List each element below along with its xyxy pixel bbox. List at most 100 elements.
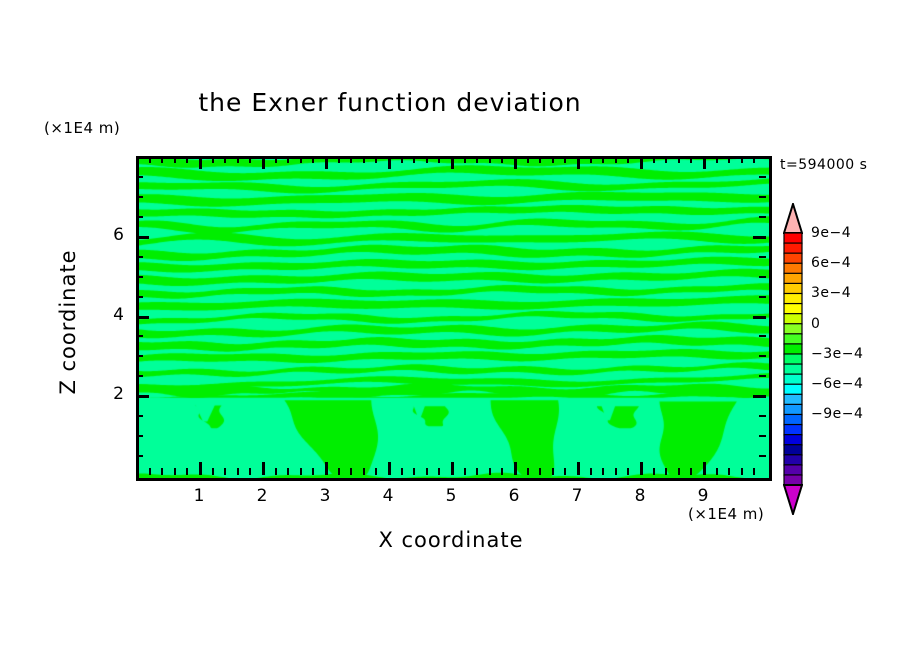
colorbar-swatches <box>783 203 803 515</box>
colorbar-band <box>783 343 803 356</box>
contour-field <box>139 159 769 478</box>
x-minor-tick <box>212 468 214 475</box>
colorbar-tick-label: 3e−4 <box>811 285 852 302</box>
colorbar-band <box>783 292 803 305</box>
x-minor-tick <box>653 468 655 475</box>
x-tick-label: 8 <box>634 486 646 506</box>
x-minor-tick <box>753 468 755 475</box>
y-minor-tick-right <box>759 216 766 218</box>
x-minor-tick-top <box>287 156 289 163</box>
colorbar-band <box>783 302 803 315</box>
x-minor-tick <box>413 468 415 475</box>
y-minor-tick-right <box>759 375 766 377</box>
x-minor-tick-top <box>615 156 617 163</box>
x-minor-tick-top <box>174 156 176 163</box>
x-minor-tick-top <box>350 156 352 163</box>
colorbar-tick-label: −6e−4 <box>811 376 864 393</box>
x-minor-tick <box>527 468 529 475</box>
colorbar-band <box>783 464 803 477</box>
y-minor-tick-right <box>759 196 766 198</box>
x-major-tick-top <box>514 156 517 169</box>
x-major-tick-top <box>262 156 265 169</box>
x-major-tick <box>388 462 391 475</box>
x-minor-tick <box>350 468 352 475</box>
x-minor-tick <box>224 468 226 475</box>
x-minor-tick-top <box>413 156 415 163</box>
x-tick-label: 9 <box>697 486 709 506</box>
colorbar-band <box>783 393 803 406</box>
x-minor-tick <box>564 468 566 475</box>
x-major-tick <box>262 462 265 475</box>
y-minor-tick-right <box>759 355 766 357</box>
x-minor-tick <box>363 468 365 475</box>
y-minor-tick <box>136 256 143 258</box>
x-minor-tick <box>312 468 314 475</box>
x-minor-tick-top <box>716 156 718 163</box>
colorbar-tick-label: 0 <box>811 315 821 332</box>
colorbar-band <box>783 242 803 255</box>
x-major-tick <box>325 462 328 475</box>
y-major-tick <box>136 395 149 398</box>
x-tick-label: 7 <box>571 486 583 506</box>
colorbar-band <box>783 252 803 265</box>
colorbar-band <box>783 282 803 295</box>
x-axis-title: X coordinate <box>378 528 524 552</box>
x-minor-tick <box>249 468 251 475</box>
y-minor-tick-right <box>759 415 766 417</box>
x-minor-tick-top <box>300 156 302 163</box>
x-minor-tick-top <box>653 156 655 163</box>
y-minor-tick <box>136 296 143 298</box>
x-minor-tick-top <box>149 156 151 163</box>
contour-plot-area <box>136 156 772 481</box>
y-minor-tick <box>136 435 143 437</box>
x-minor-tick <box>716 468 718 475</box>
x-major-tick-top <box>199 156 202 169</box>
x-minor-tick-top <box>627 156 629 163</box>
colorbar-band <box>783 333 803 346</box>
x-minor-tick <box>174 468 176 475</box>
y-minor-tick-right <box>759 276 766 278</box>
colorbar-band <box>783 403 803 416</box>
page-title: the Exner function deviation <box>198 88 582 117</box>
y-tick-label: 6 <box>113 224 124 245</box>
x-minor-tick-top <box>249 156 251 163</box>
x-minor-tick <box>287 468 289 475</box>
x-major-tick-top <box>451 156 454 169</box>
y-minor-tick <box>136 216 143 218</box>
x-major-tick <box>514 462 517 475</box>
x-minor-tick <box>741 468 743 475</box>
x-minor-tick-top <box>161 156 163 163</box>
y-axis-title: Z coordinate <box>56 249 80 395</box>
colorbar-over-arrow <box>783 203 803 234</box>
x-minor-tick-top <box>237 156 239 163</box>
x-axis-unit-label: (×1E4 m) <box>688 505 765 523</box>
x-minor-tick <box>186 468 188 475</box>
x-tick-label: 2 <box>256 486 268 506</box>
x-minor-tick-top <box>401 156 403 163</box>
colorbar-band <box>783 323 803 336</box>
colorbar-tick-label: −3e−4 <box>811 345 864 362</box>
colorbar <box>783 203 803 515</box>
x-minor-tick-top <box>489 156 491 163</box>
x-minor-tick-top <box>527 156 529 163</box>
colorbar-band <box>783 272 803 285</box>
x-minor-tick-top <box>312 156 314 163</box>
x-minor-tick <box>627 468 629 475</box>
y-tick-label: 2 <box>113 384 124 405</box>
y-axis-unit-label: (×1E4 m) <box>44 119 121 137</box>
colorbar-under-arrow <box>783 484 803 515</box>
x-minor-tick-top <box>501 156 503 163</box>
y-minor-tick <box>136 276 143 278</box>
y-minor-tick-right <box>759 256 766 258</box>
x-minor-tick-top <box>275 156 277 163</box>
x-tick-label: 3 <box>319 486 331 506</box>
x-minor-tick <box>438 468 440 475</box>
x-minor-tick <box>464 468 466 475</box>
x-minor-tick <box>375 468 377 475</box>
x-minor-tick-top <box>338 156 340 163</box>
x-major-tick-top <box>703 156 706 169</box>
y-minor-tick-right <box>759 435 766 437</box>
x-minor-tick-top <box>539 156 541 163</box>
colorbar-band <box>783 413 803 426</box>
y-major-tick-right <box>753 395 766 398</box>
